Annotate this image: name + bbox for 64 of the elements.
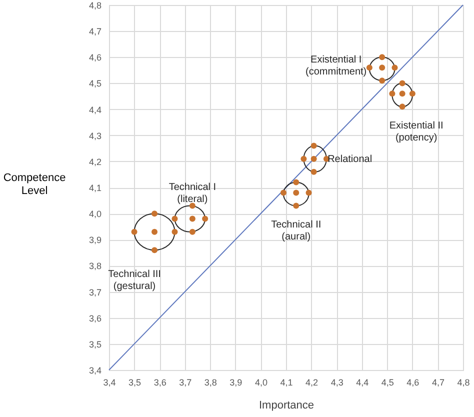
x-tick-label: 3,8 bbox=[204, 378, 217, 388]
y-tick-label: 4,3 bbox=[88, 130, 102, 141]
y-tick-label: 4,8 bbox=[88, 0, 102, 10]
point bbox=[172, 228, 178, 235]
x-tick-label: 3,6 bbox=[154, 378, 166, 388]
x-tick-label: 4,5 bbox=[381, 378, 394, 388]
x-tick-label: 4,4 bbox=[356, 378, 369, 388]
x-tick-label: 3,7 bbox=[179, 378, 192, 388]
x-tick-label: 4,8 bbox=[457, 378, 470, 388]
y-tick-label: 3,8 bbox=[88, 261, 102, 272]
point bbox=[306, 190, 312, 196]
x-tick-label: 4,1 bbox=[280, 378, 293, 388]
series-label: Existential II (potency) bbox=[389, 120, 444, 144]
series-label: Relational bbox=[328, 154, 372, 165]
series-label: Technical III (gestural) bbox=[108, 268, 161, 292]
x-tick-label: 4,6 bbox=[406, 378, 420, 388]
point bbox=[392, 64, 398, 71]
x-tick-label: 3,5 bbox=[128, 378, 142, 388]
y-tick-label: 3,4 bbox=[88, 366, 102, 376]
x-tick-label: 4,3 bbox=[330, 378, 344, 388]
point bbox=[409, 90, 416, 97]
point bbox=[280, 190, 286, 196]
y-tick-label: 3,9 bbox=[88, 235, 102, 246]
point bbox=[172, 216, 178, 222]
point bbox=[293, 179, 300, 186]
x-tick-label: 3,9 bbox=[230, 378, 242, 388]
x-tick-label: 4,0 bbox=[254, 378, 268, 388]
point bbox=[379, 78, 386, 84]
series-label: Technical I (literal) bbox=[168, 182, 216, 205]
y-tick-label: 4,4 bbox=[88, 104, 102, 115]
y-tick-label: 3,5 bbox=[88, 339, 102, 350]
x-tick-label: 4,7 bbox=[432, 378, 444, 388]
x-axis-title: Importance bbox=[258, 400, 314, 412]
y-axis-title: Competence Level bbox=[3, 172, 66, 197]
point bbox=[310, 168, 317, 175]
point bbox=[366, 64, 372, 71]
point bbox=[293, 190, 300, 196]
point bbox=[310, 156, 317, 162]
point bbox=[310, 142, 317, 149]
point bbox=[379, 64, 386, 71]
point bbox=[131, 228, 138, 235]
point bbox=[379, 54, 386, 60]
point bbox=[389, 90, 396, 97]
point bbox=[202, 216, 208, 222]
y-tick-label: 4,0 bbox=[88, 209, 102, 220]
point bbox=[152, 210, 158, 217]
y-tick-label: 4,1 bbox=[88, 183, 102, 193]
point bbox=[152, 247, 158, 254]
y-tick-label: 4,5 bbox=[88, 78, 102, 89]
text: Technical II (aural) bbox=[271, 220, 322, 243]
point bbox=[300, 156, 307, 162]
point bbox=[189, 228, 196, 235]
y-tick-label: 3,7 bbox=[88, 287, 102, 298]
x-tick-label: 3,4 bbox=[103, 378, 116, 388]
point bbox=[293, 202, 300, 209]
y-tick-label: 3,6 bbox=[88, 313, 102, 324]
point bbox=[399, 104, 406, 110]
point bbox=[399, 80, 406, 86]
y-tick-label: 4,2 bbox=[88, 156, 102, 167]
x-tick-label: 4,2 bbox=[306, 378, 318, 388]
y-tick-label: 4,7 bbox=[88, 26, 102, 37]
point bbox=[189, 216, 196, 222]
y-tick-label: 4,6 bbox=[88, 52, 102, 63]
series-label: Existential I (commitment) bbox=[306, 54, 367, 78]
